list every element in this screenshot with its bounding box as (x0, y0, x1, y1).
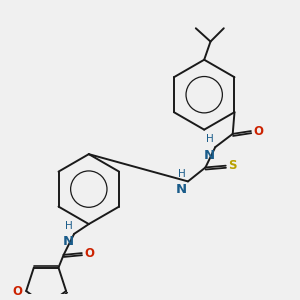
Text: S: S (228, 159, 236, 172)
Text: N: N (203, 148, 214, 161)
Text: H: H (64, 221, 72, 231)
Text: O: O (12, 285, 22, 298)
Text: N: N (62, 235, 74, 248)
Text: N: N (176, 183, 187, 196)
Text: O: O (253, 124, 263, 138)
Text: H: H (178, 169, 186, 178)
Text: O: O (84, 247, 94, 260)
Text: H: H (206, 134, 214, 144)
